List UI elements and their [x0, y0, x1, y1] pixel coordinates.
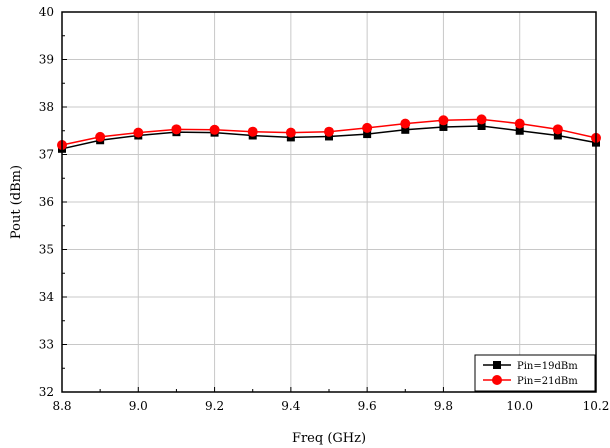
data-point	[438, 115, 449, 126]
y-tick-label: 38	[39, 100, 54, 114]
y-tick-label: 39	[39, 53, 54, 67]
x-tick-label: 9.6	[358, 399, 377, 413]
data-point	[171, 124, 182, 135]
data-point	[324, 126, 334, 137]
y-tick-label: 33	[39, 338, 54, 352]
legend-label: Pin=21dBm	[517, 376, 578, 387]
y-axis-title: Pout (dBm)	[9, 165, 24, 239]
x-tick-label: 9.2	[205, 399, 224, 413]
y-tick-label: 35	[39, 243, 54, 257]
x-tick-label: 10.0	[506, 399, 533, 413]
data-point	[95, 131, 106, 142]
x-tick-label: 8.8	[52, 399, 71, 413]
y-tick-label: 34	[39, 290, 55, 304]
data-point	[363, 130, 372, 139]
data-point	[552, 124, 563, 135]
data-point	[247, 126, 258, 137]
x-tick-label: 9.0	[129, 399, 148, 413]
data-point	[477, 122, 486, 130]
y-tick-label: 40	[39, 5, 54, 19]
data-point	[514, 118, 525, 129]
data-point	[553, 131, 562, 140]
data-point	[476, 114, 487, 125]
y-tick-label: 36	[39, 195, 54, 209]
data-point	[400, 118, 411, 129]
data-point	[362, 122, 373, 133]
x-tick-labels: 8.8 9.0 9.2 9.4 9.6 9.8 10.0 10.2	[52, 399, 609, 413]
series-2	[57, 114, 601, 150]
data-point	[439, 122, 448, 131]
data-point	[133, 127, 144, 138]
data-point	[401, 125, 410, 134]
y-tick-label: 32	[39, 385, 54, 399]
legend-marker	[492, 375, 502, 385]
y-tick-labels: 32 33 34 35 36 37 38 39 40	[39, 5, 55, 399]
plot-series	[57, 114, 601, 153]
x-axis-title: Freq (GHz)	[292, 431, 366, 446]
legend: Pin=19dBm Pin=21dBm	[474, 354, 596, 392]
legend-label: Pin=19dBm	[517, 361, 578, 372]
x-tick-label: 10.2	[583, 399, 610, 413]
data-point	[515, 126, 524, 135]
data-point	[285, 127, 296, 138]
legend-entry: Pin=19dBm	[483, 361, 578, 372]
data-point	[209, 124, 220, 135]
legend-entry: Pin=21dBm	[483, 375, 578, 387]
grid-lines	[62, 12, 596, 392]
legend-marker	[493, 361, 501, 369]
x-tick-label: 9.4	[281, 399, 300, 413]
x-tick-label: 9.8	[434, 399, 453, 413]
y-tick-label: 37	[39, 148, 54, 162]
